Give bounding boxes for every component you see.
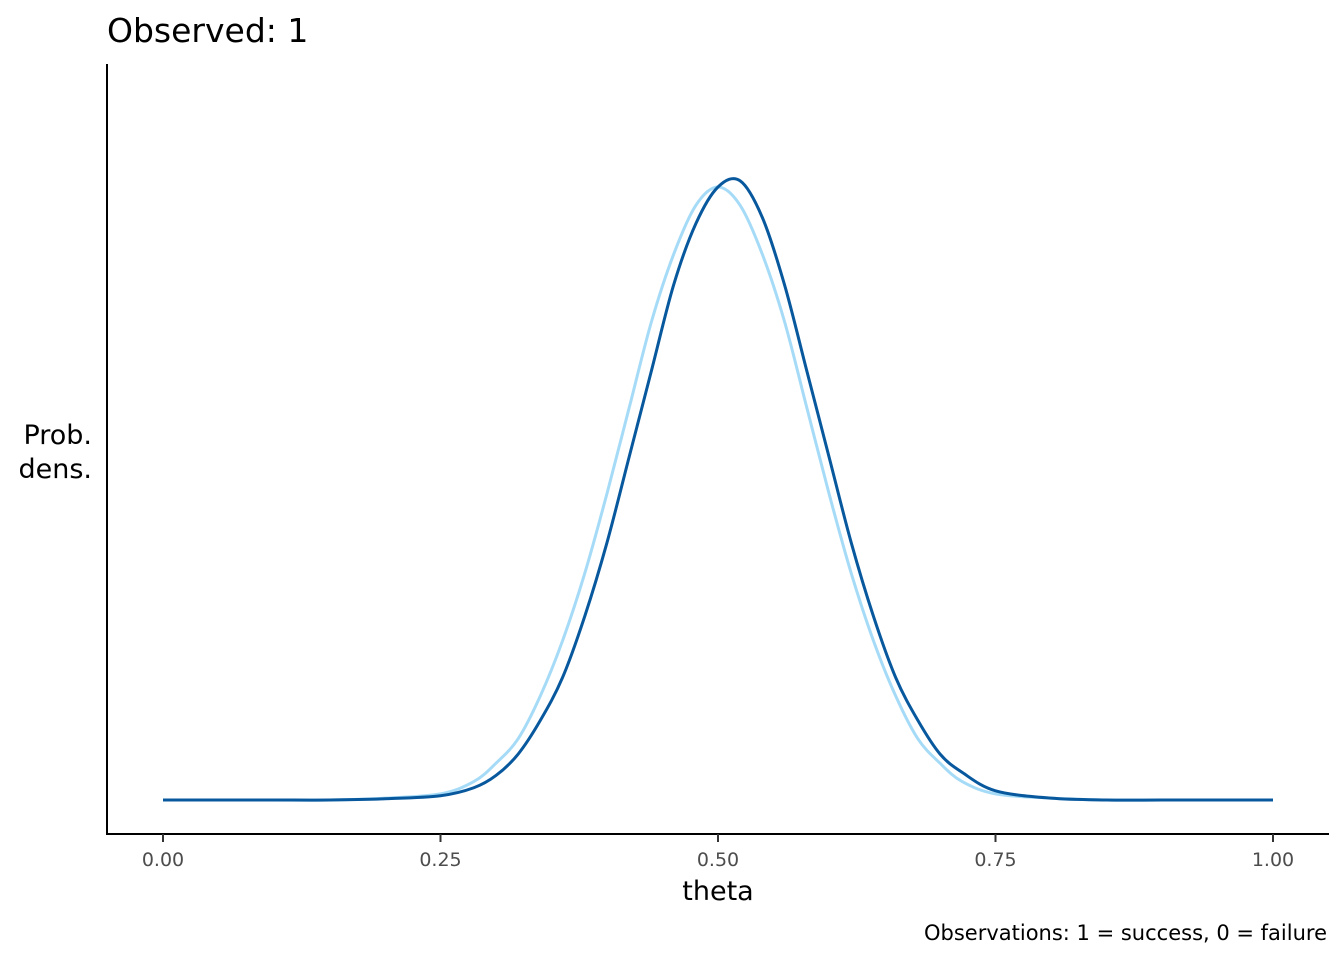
x-tick-label: 0.00 (142, 849, 184, 871)
posterior-density-line (163, 177, 1273, 802)
x-tick-label: 0.75 (974, 849, 1016, 871)
x-axis-ticks: 0.00 0.25 0.50 0.75 1.00 (142, 834, 1294, 871)
y-axis-title: Prob. dens. (18, 420, 92, 485)
y-axis-title-line-1: Prob. (23, 420, 92, 451)
chart-title: Observed: 1 (107, 11, 308, 50)
x-tick-label: 0.50 (697, 849, 739, 871)
prior-density-line (163, 185, 1273, 802)
x-tick-label: 0.25 (419, 849, 461, 871)
series-layer (163, 177, 1273, 802)
x-axis-title: theta (682, 876, 753, 907)
chart-caption: Observations: 1 = success, 0 = failure (924, 921, 1327, 945)
x-tick-label: 1.00 (1252, 849, 1294, 871)
y-axis-title-line-2: dens. (18, 454, 92, 485)
